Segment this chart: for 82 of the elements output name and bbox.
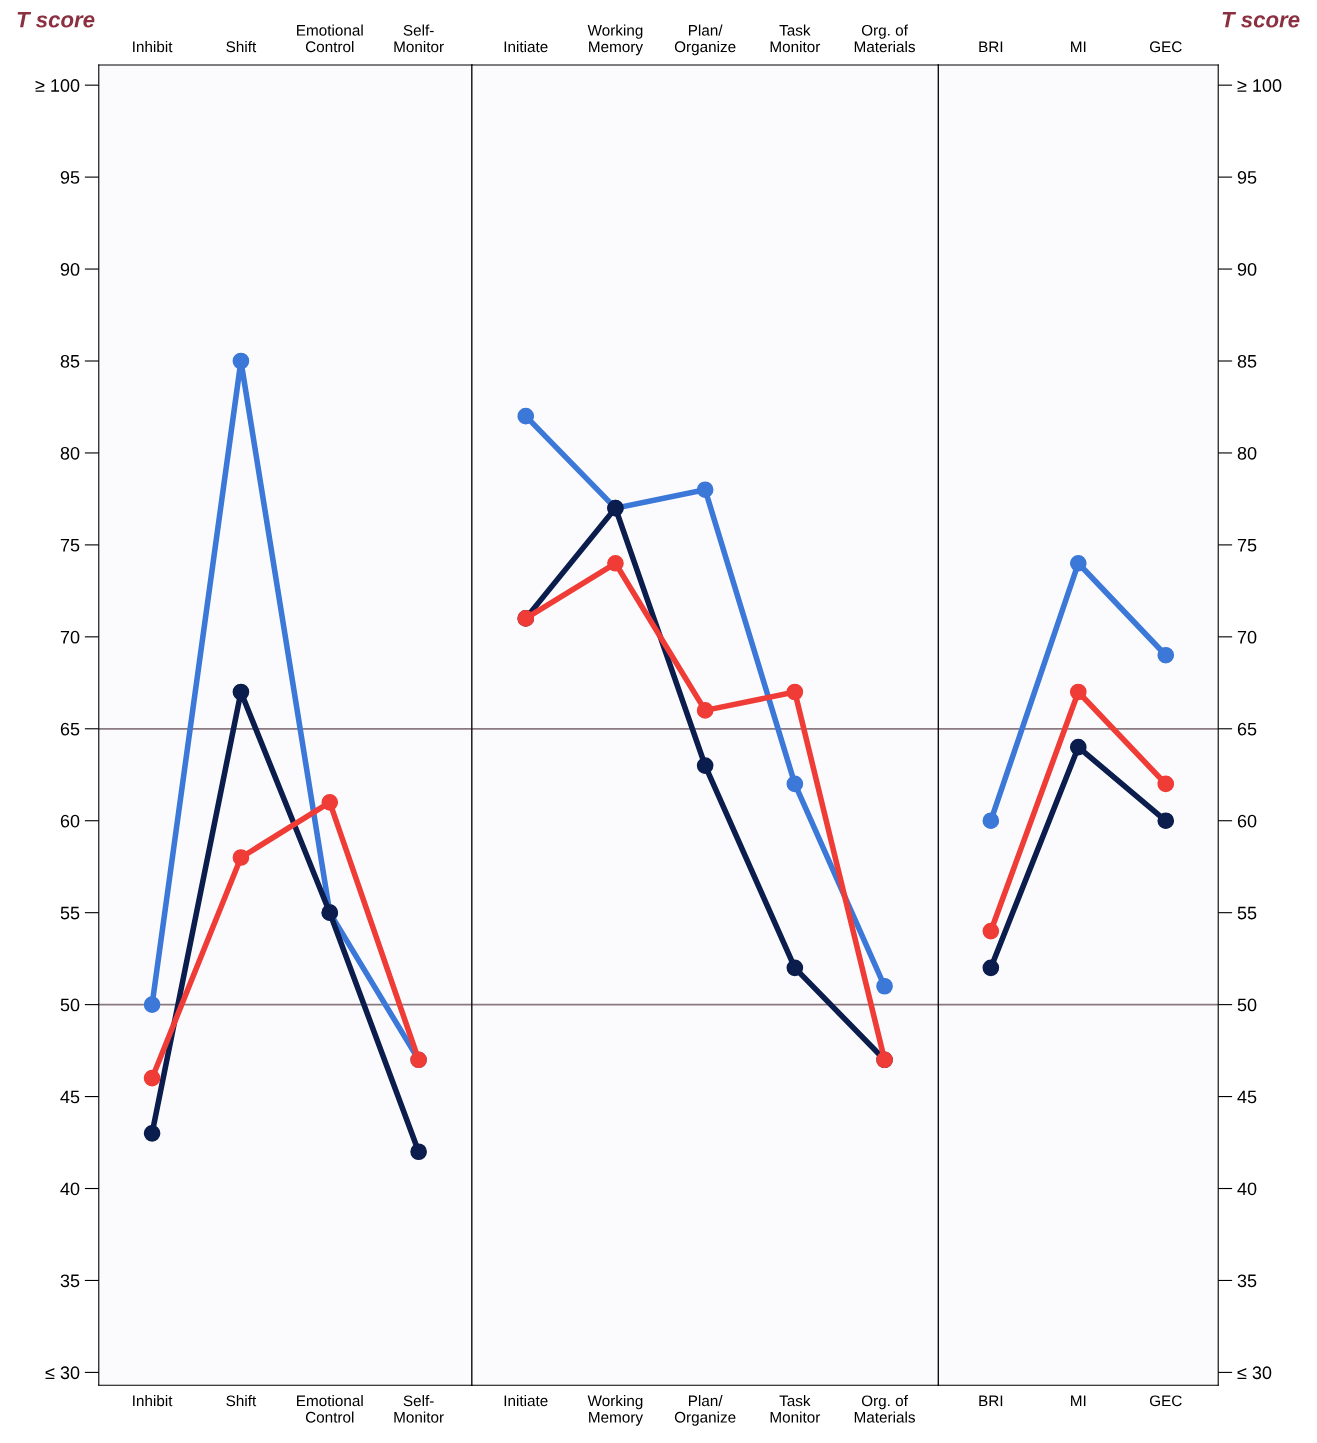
x-tick-label: MI — [1071, 1395, 1086, 1407]
point — [1069, 738, 1087, 756]
x-tick-label: Emotional Control — [297, 1395, 363, 1423]
category-label: GEC — [1149, 41, 1182, 53]
y2-tick-label: 85 — [1237, 354, 1257, 368]
y-tick-label: 55 — [60, 906, 80, 920]
x-tick-label: GEC — [1149, 1395, 1182, 1407]
x-tick-label: Self- Monitor — [394, 1395, 444, 1423]
point — [982, 922, 1000, 940]
point — [143, 1069, 161, 1087]
category-label: Task Monitor — [770, 24, 821, 53]
y2-axis-title: T score — [1222, 12, 1300, 28]
x-tick-label: Task Monitor — [770, 1395, 821, 1423]
category-label: Inhibit — [133, 40, 173, 53]
point — [1069, 683, 1087, 701]
category-label: Emotional Control — [297, 24, 363, 53]
point — [696, 757, 714, 774]
category-label: MI — [1071, 41, 1086, 53]
category-label: BRI — [979, 41, 1003, 53]
point — [232, 849, 250, 866]
point — [982, 959, 1000, 977]
y2-tick-label: 80 — [1237, 446, 1257, 460]
y-tick-label: 40 — [60, 1182, 80, 1196]
x-tick-label: BRI — [979, 1395, 1003, 1407]
x-tick-label: Initiate — [504, 1395, 548, 1407]
category-label: Initiate — [504, 40, 548, 53]
y2-tick-label: 60 — [1237, 814, 1257, 828]
y-tick-label: 60 — [60, 814, 80, 828]
y-tick-label: ≤ 30 — [45, 1366, 80, 1380]
y-tick-label: 85 — [60, 354, 80, 368]
y2-tick-label: 55 — [1237, 906, 1257, 920]
point — [696, 702, 714, 719]
y-tick-label: 80 — [60, 446, 80, 460]
y2-tick-label: ≤ 30 — [1237, 1366, 1272, 1380]
point — [143, 1125, 161, 1142]
category-label: Plan/ Organize — [674, 24, 736, 56]
category-label: Self- Monitor — [394, 24, 444, 53]
point — [1157, 646, 1175, 664]
y2-tick-label: ≥ 100 — [1237, 79, 1282, 92]
y2-tick-label: 70 — [1237, 630, 1257, 644]
y-tick-label: 90 — [60, 262, 80, 276]
y-tick-label: ≥ 100 — [35, 79, 80, 92]
x-tick-label: Shift — [226, 1395, 257, 1407]
y-tick-label: 35 — [60, 1274, 80, 1288]
x-tick-label: Plan/ Organize — [674, 1395, 736, 1426]
y-tick-label: 75 — [60, 539, 80, 552]
point — [876, 977, 893, 995]
y2-tick-label: 95 — [1237, 171, 1257, 184]
category-label: Working Memory — [587, 24, 643, 56]
category-label: Shift — [226, 40, 257, 53]
x-tick-label: Inhibit — [133, 1395, 173, 1407]
point — [982, 812, 1000, 830]
point — [1069, 554, 1087, 572]
point — [607, 554, 624, 572]
y-tick-label: 65 — [60, 722, 80, 736]
y2-tick-label: 50 — [1237, 998, 1257, 1012]
y2-tick-label: 75 — [1237, 539, 1257, 552]
y-axis-title: T score — [17, 12, 95, 28]
y2-tick-label: 40 — [1237, 1182, 1257, 1196]
point — [517, 407, 535, 425]
point — [786, 959, 804, 977]
point — [410, 1143, 427, 1161]
y2-tick-label: 90 — [1237, 262, 1257, 276]
point — [786, 775, 804, 793]
point — [696, 481, 714, 499]
point — [1157, 812, 1175, 830]
y2-tick-label: 35 — [1237, 1274, 1257, 1288]
point — [786, 683, 804, 701]
x-tick-label: Working Memory — [587, 1395, 643, 1426]
category-label: Org. of Materials — [854, 24, 915, 53]
point — [321, 794, 339, 811]
point — [232, 352, 250, 370]
x-tick-label: Org. of Materials — [854, 1395, 915, 1423]
point — [143, 996, 161, 1013]
y2-tick-label: 45 — [1237, 1090, 1257, 1104]
y-tick-label: 95 — [60, 171, 80, 184]
y-tick-label: 50 — [60, 998, 80, 1012]
y2-tick-label: 65 — [1237, 722, 1257, 736]
point — [1157, 775, 1175, 793]
y-tick-label: 70 — [60, 630, 80, 644]
y-tick-label: 45 — [60, 1090, 80, 1104]
point — [232, 683, 250, 701]
